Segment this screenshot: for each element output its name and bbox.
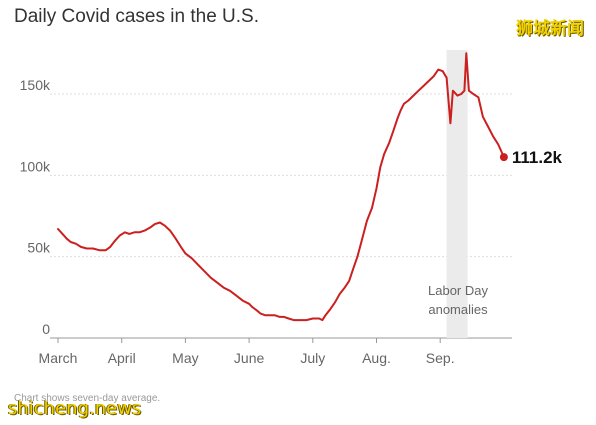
- cases-series-line: [57, 52, 505, 322]
- y-tick-label: 100k: [20, 158, 51, 174]
- annotation-label-line1: Labor Day: [428, 283, 488, 298]
- y-tick-label: 150k: [20, 77, 51, 93]
- y-axis-ticks: 0 50k 100k 150k: [20, 77, 51, 337]
- x-tick-label: July: [300, 350, 325, 366]
- annotation-label-line2: anomalies: [428, 302, 488, 317]
- x-tick-label: Sep.: [426, 350, 455, 366]
- annotation-band-group: Labor Day anomalies: [428, 50, 488, 338]
- x-tick-label: Aug.: [362, 350, 391, 366]
- x-tick-label: April: [108, 350, 136, 366]
- end-point-marker: [499, 153, 508, 162]
- x-axis-ticks: March April May June July Aug. Sep.: [39, 338, 455, 366]
- x-tick-label: June: [234, 350, 265, 366]
- series-line-group: [57, 52, 508, 322]
- watermark-site-name: shicheng.news: [8, 398, 142, 419]
- y-tick-label: 50k: [27, 240, 51, 256]
- chart-footnote: Chart shows seven-day average.: [14, 393, 161, 404]
- chart-title: Daily Covid cases in the U.S.: [14, 6, 259, 27]
- x-tick-label: March: [39, 350, 78, 366]
- labor-day-band: [446, 50, 468, 338]
- y-tick-label: 0: [42, 321, 50, 337]
- watermark-logo-top: 狮城新闻: [516, 19, 584, 39]
- end-value-label: 111.2k: [512, 148, 563, 167]
- x-tick-label: May: [172, 350, 198, 366]
- gridlines: [50, 93, 512, 339]
